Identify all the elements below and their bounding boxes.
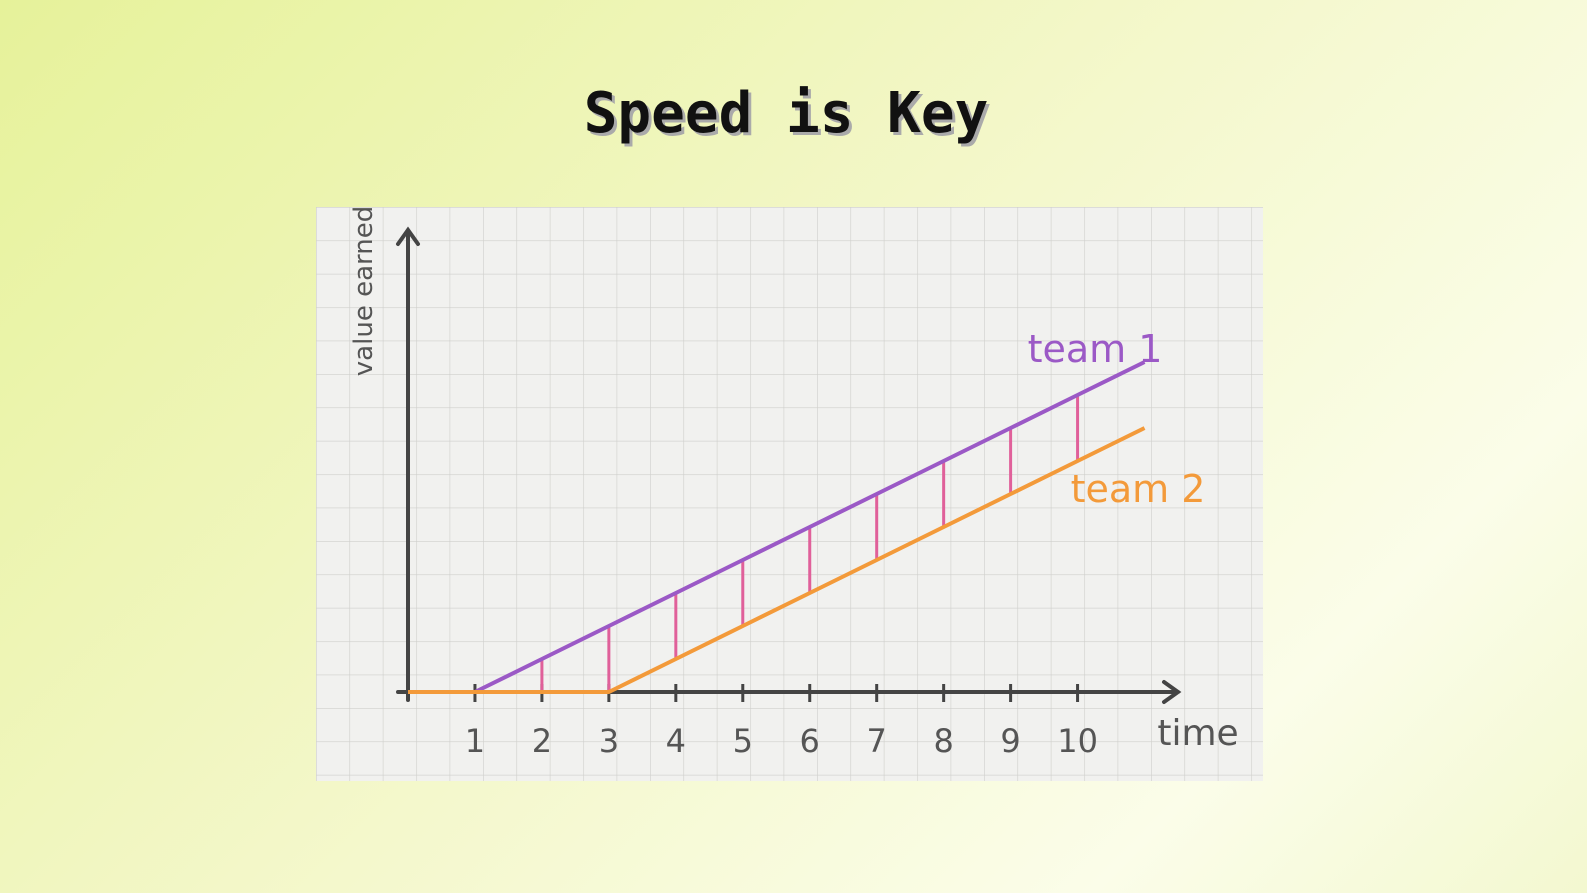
x-tick-label: 1 xyxy=(465,722,485,760)
series-label: team 1 xyxy=(1028,327,1163,371)
series-line xyxy=(408,426,1146,694)
x-tick-label: 2 xyxy=(532,722,552,760)
x-tick-label: 9 xyxy=(1000,722,1020,760)
y-axis-label: value earned xyxy=(349,206,379,376)
y-axis xyxy=(396,226,420,702)
chart-title: Speed is Key xyxy=(584,81,989,146)
x-tick-label: 5 xyxy=(733,722,753,760)
plot: value earned time 1 2 3 4 5 6 7 8 9 10 team 1 team 2 xyxy=(349,206,1239,760)
x-tick-label: 10 xyxy=(1057,722,1098,760)
x-tick-label: 4 xyxy=(666,722,686,760)
x-tick-label: 6 xyxy=(800,722,820,760)
series-line xyxy=(408,360,1146,694)
x-tick-label: 7 xyxy=(867,722,887,760)
x-tick-label: 8 xyxy=(933,722,953,760)
series-label: team 2 xyxy=(1071,467,1206,511)
title-shadow: Speed is Key xyxy=(587,84,992,149)
x-tick-label: 3 xyxy=(599,722,619,760)
x-axis-label: time xyxy=(1157,713,1238,754)
